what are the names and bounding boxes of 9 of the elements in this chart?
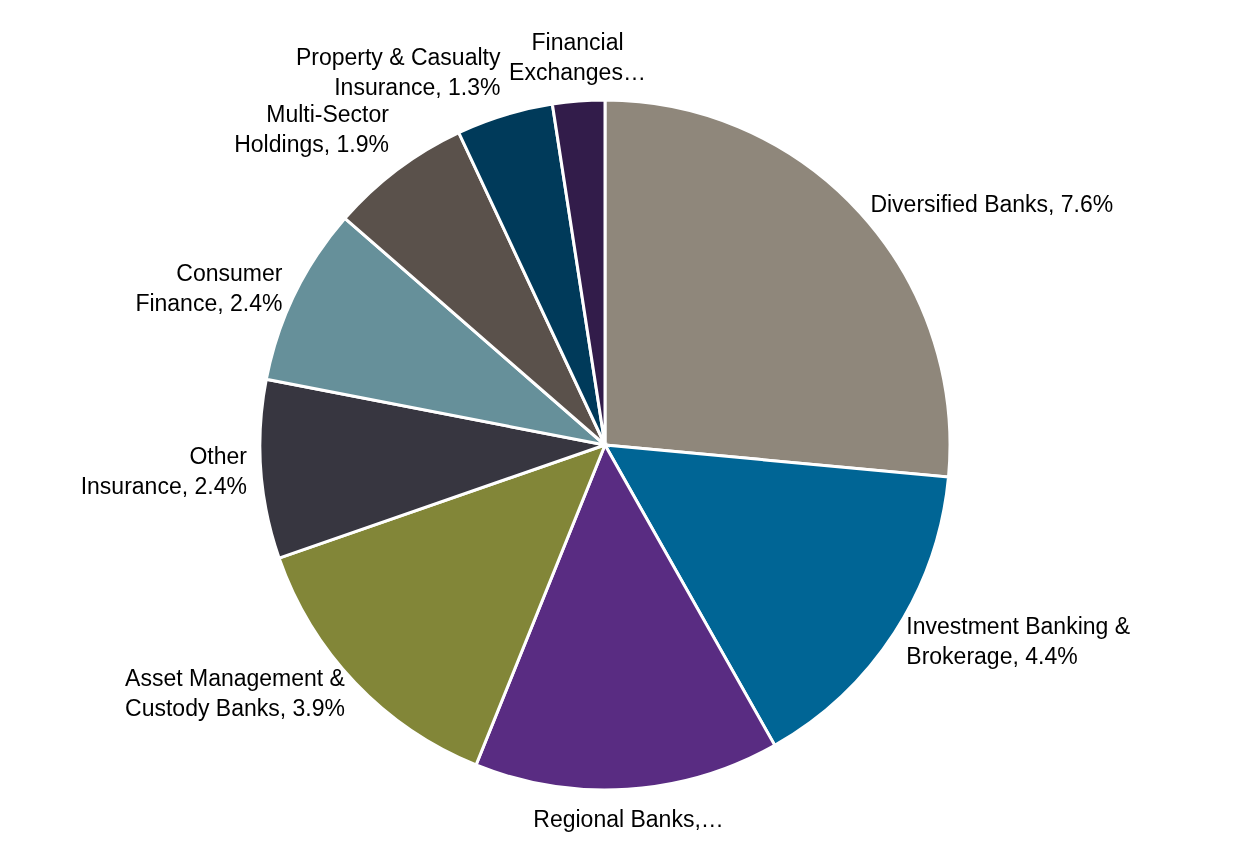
slice-label: Financial Exchanges… xyxy=(509,29,646,86)
slice-label: Asset Management & Custody Banks, 3.9% xyxy=(125,664,345,721)
slice-label: Other Insurance, 2.4% xyxy=(80,442,248,499)
slice-label: Diversified Banks, 7.6% xyxy=(870,190,1114,217)
slice-label: Consumer Finance, 2.4% xyxy=(135,259,283,316)
slice-label: Investment Banking & Brokerage, 4.4% xyxy=(906,612,1131,669)
slice-label: Property & Casualty Insurance, 1.3% xyxy=(295,43,501,100)
slice-label: Multi-Sector Holdings, 1.9% xyxy=(234,100,390,157)
slice-label: Regional Banks,… xyxy=(533,805,724,832)
